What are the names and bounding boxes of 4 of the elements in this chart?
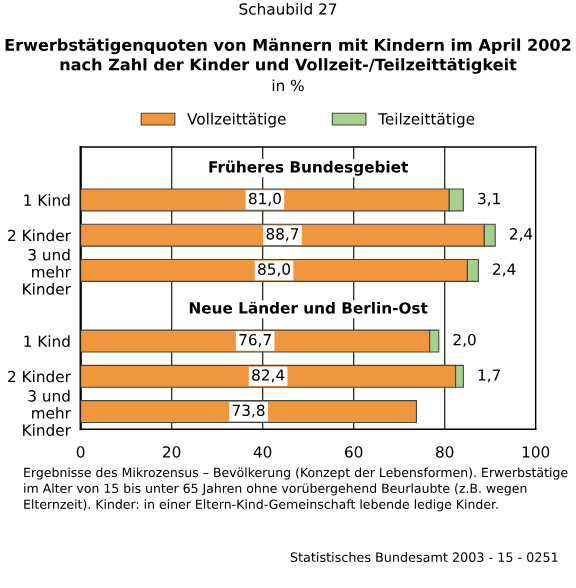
bar — [80, 329, 431, 353]
bar — [80, 364, 457, 388]
bar — [80, 400, 418, 424]
chart-title: Erwerbstätigenquoten von Männern mit Kindern im April 2002 nach Zahl der Kinder und Vollzeit-/Teilzeittätigkeit — [5, 38, 571, 74]
